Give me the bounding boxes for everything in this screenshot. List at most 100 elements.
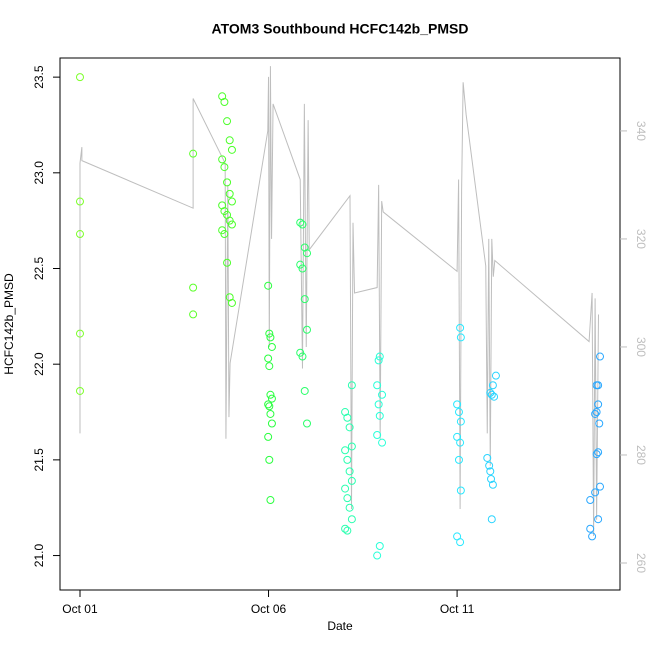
point <box>225 136 234 145</box>
point <box>227 220 236 229</box>
point <box>220 230 229 239</box>
y-tick-label: 23.0 <box>32 161 46 185</box>
point <box>220 98 229 107</box>
point <box>453 400 462 409</box>
point <box>485 461 494 470</box>
point <box>483 453 492 462</box>
point <box>591 409 600 418</box>
plot-frame <box>59 57 621 591</box>
point <box>223 178 232 187</box>
point <box>347 442 356 451</box>
point <box>596 482 605 491</box>
point <box>345 467 354 476</box>
point <box>345 423 354 432</box>
point <box>347 476 356 485</box>
y2-tick-label: 300 <box>634 337 648 357</box>
point <box>265 362 274 371</box>
point <box>592 450 601 459</box>
point <box>341 524 350 533</box>
y2-tick-label: 260 <box>634 553 648 573</box>
point <box>264 281 273 290</box>
point <box>591 488 600 497</box>
point <box>592 408 601 417</box>
point <box>456 323 465 332</box>
point <box>227 145 236 154</box>
point <box>266 496 275 505</box>
point <box>347 381 356 390</box>
point <box>220 163 229 172</box>
point <box>343 494 352 503</box>
point <box>374 356 383 365</box>
point <box>303 419 312 428</box>
point <box>264 432 273 441</box>
point <box>596 352 605 361</box>
point <box>378 390 387 399</box>
point <box>373 381 382 390</box>
point <box>266 390 275 399</box>
point <box>225 216 234 225</box>
y-tick-label: 22.5 <box>32 257 46 281</box>
point <box>298 352 307 361</box>
point <box>594 400 603 409</box>
point <box>486 467 495 476</box>
point <box>345 503 354 512</box>
point <box>75 73 84 82</box>
point <box>594 448 603 457</box>
point <box>227 197 236 206</box>
x-tick-label: Oct 06 <box>251 602 287 616</box>
point <box>487 390 496 399</box>
point <box>341 484 350 493</box>
point <box>300 295 309 304</box>
point <box>303 249 312 258</box>
point <box>75 197 84 206</box>
point <box>454 455 463 464</box>
x-tick-label: Oct 11 <box>440 602 475 616</box>
point <box>296 218 305 227</box>
point <box>374 400 383 409</box>
point <box>189 149 198 158</box>
point <box>303 325 312 334</box>
point <box>227 298 236 307</box>
point <box>218 226 227 235</box>
point <box>223 117 232 126</box>
point <box>586 496 595 505</box>
point <box>375 541 384 550</box>
point <box>488 480 497 489</box>
point <box>375 411 384 420</box>
point <box>300 386 309 395</box>
point <box>264 400 273 409</box>
point <box>487 475 496 484</box>
point <box>218 155 227 164</box>
point <box>378 438 387 447</box>
point <box>298 264 307 273</box>
point <box>264 354 273 363</box>
point <box>487 515 496 524</box>
point <box>266 409 275 418</box>
y-tick-label: 21.0 <box>32 544 46 568</box>
x-axis-label: Date <box>327 619 353 633</box>
chart-title: ATOM3 Southbound HCFC142b_PMSD <box>212 21 469 37</box>
point <box>75 329 84 338</box>
point <box>225 189 234 198</box>
point <box>343 413 352 422</box>
point <box>296 260 305 269</box>
point <box>595 419 604 428</box>
point <box>456 417 465 426</box>
point <box>75 386 84 395</box>
point <box>75 230 84 239</box>
point <box>223 258 232 267</box>
point <box>594 381 603 390</box>
point <box>343 526 352 535</box>
point <box>586 524 595 533</box>
point <box>375 352 384 361</box>
point <box>588 532 597 541</box>
point <box>265 329 274 338</box>
y-tick-label: 23.5 <box>32 65 46 89</box>
point <box>265 402 274 411</box>
point <box>456 486 465 495</box>
y2-tick-label: 340 <box>634 121 648 141</box>
point <box>298 220 307 229</box>
point <box>266 333 275 342</box>
y-tick-label: 22.0 <box>32 352 46 376</box>
